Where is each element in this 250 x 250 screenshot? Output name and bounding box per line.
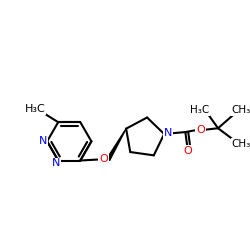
Text: CH₃: CH₃ — [232, 138, 250, 148]
Text: CH₃: CH₃ — [232, 105, 250, 115]
Text: H₃C: H₃C — [190, 105, 210, 115]
Text: N: N — [52, 158, 60, 168]
Text: N: N — [39, 136, 48, 146]
Polygon shape — [107, 129, 126, 160]
Text: O: O — [196, 125, 205, 135]
Text: N: N — [164, 128, 172, 138]
Text: O: O — [184, 146, 192, 156]
Text: O: O — [99, 154, 108, 164]
Text: H₃C: H₃C — [25, 104, 46, 114]
